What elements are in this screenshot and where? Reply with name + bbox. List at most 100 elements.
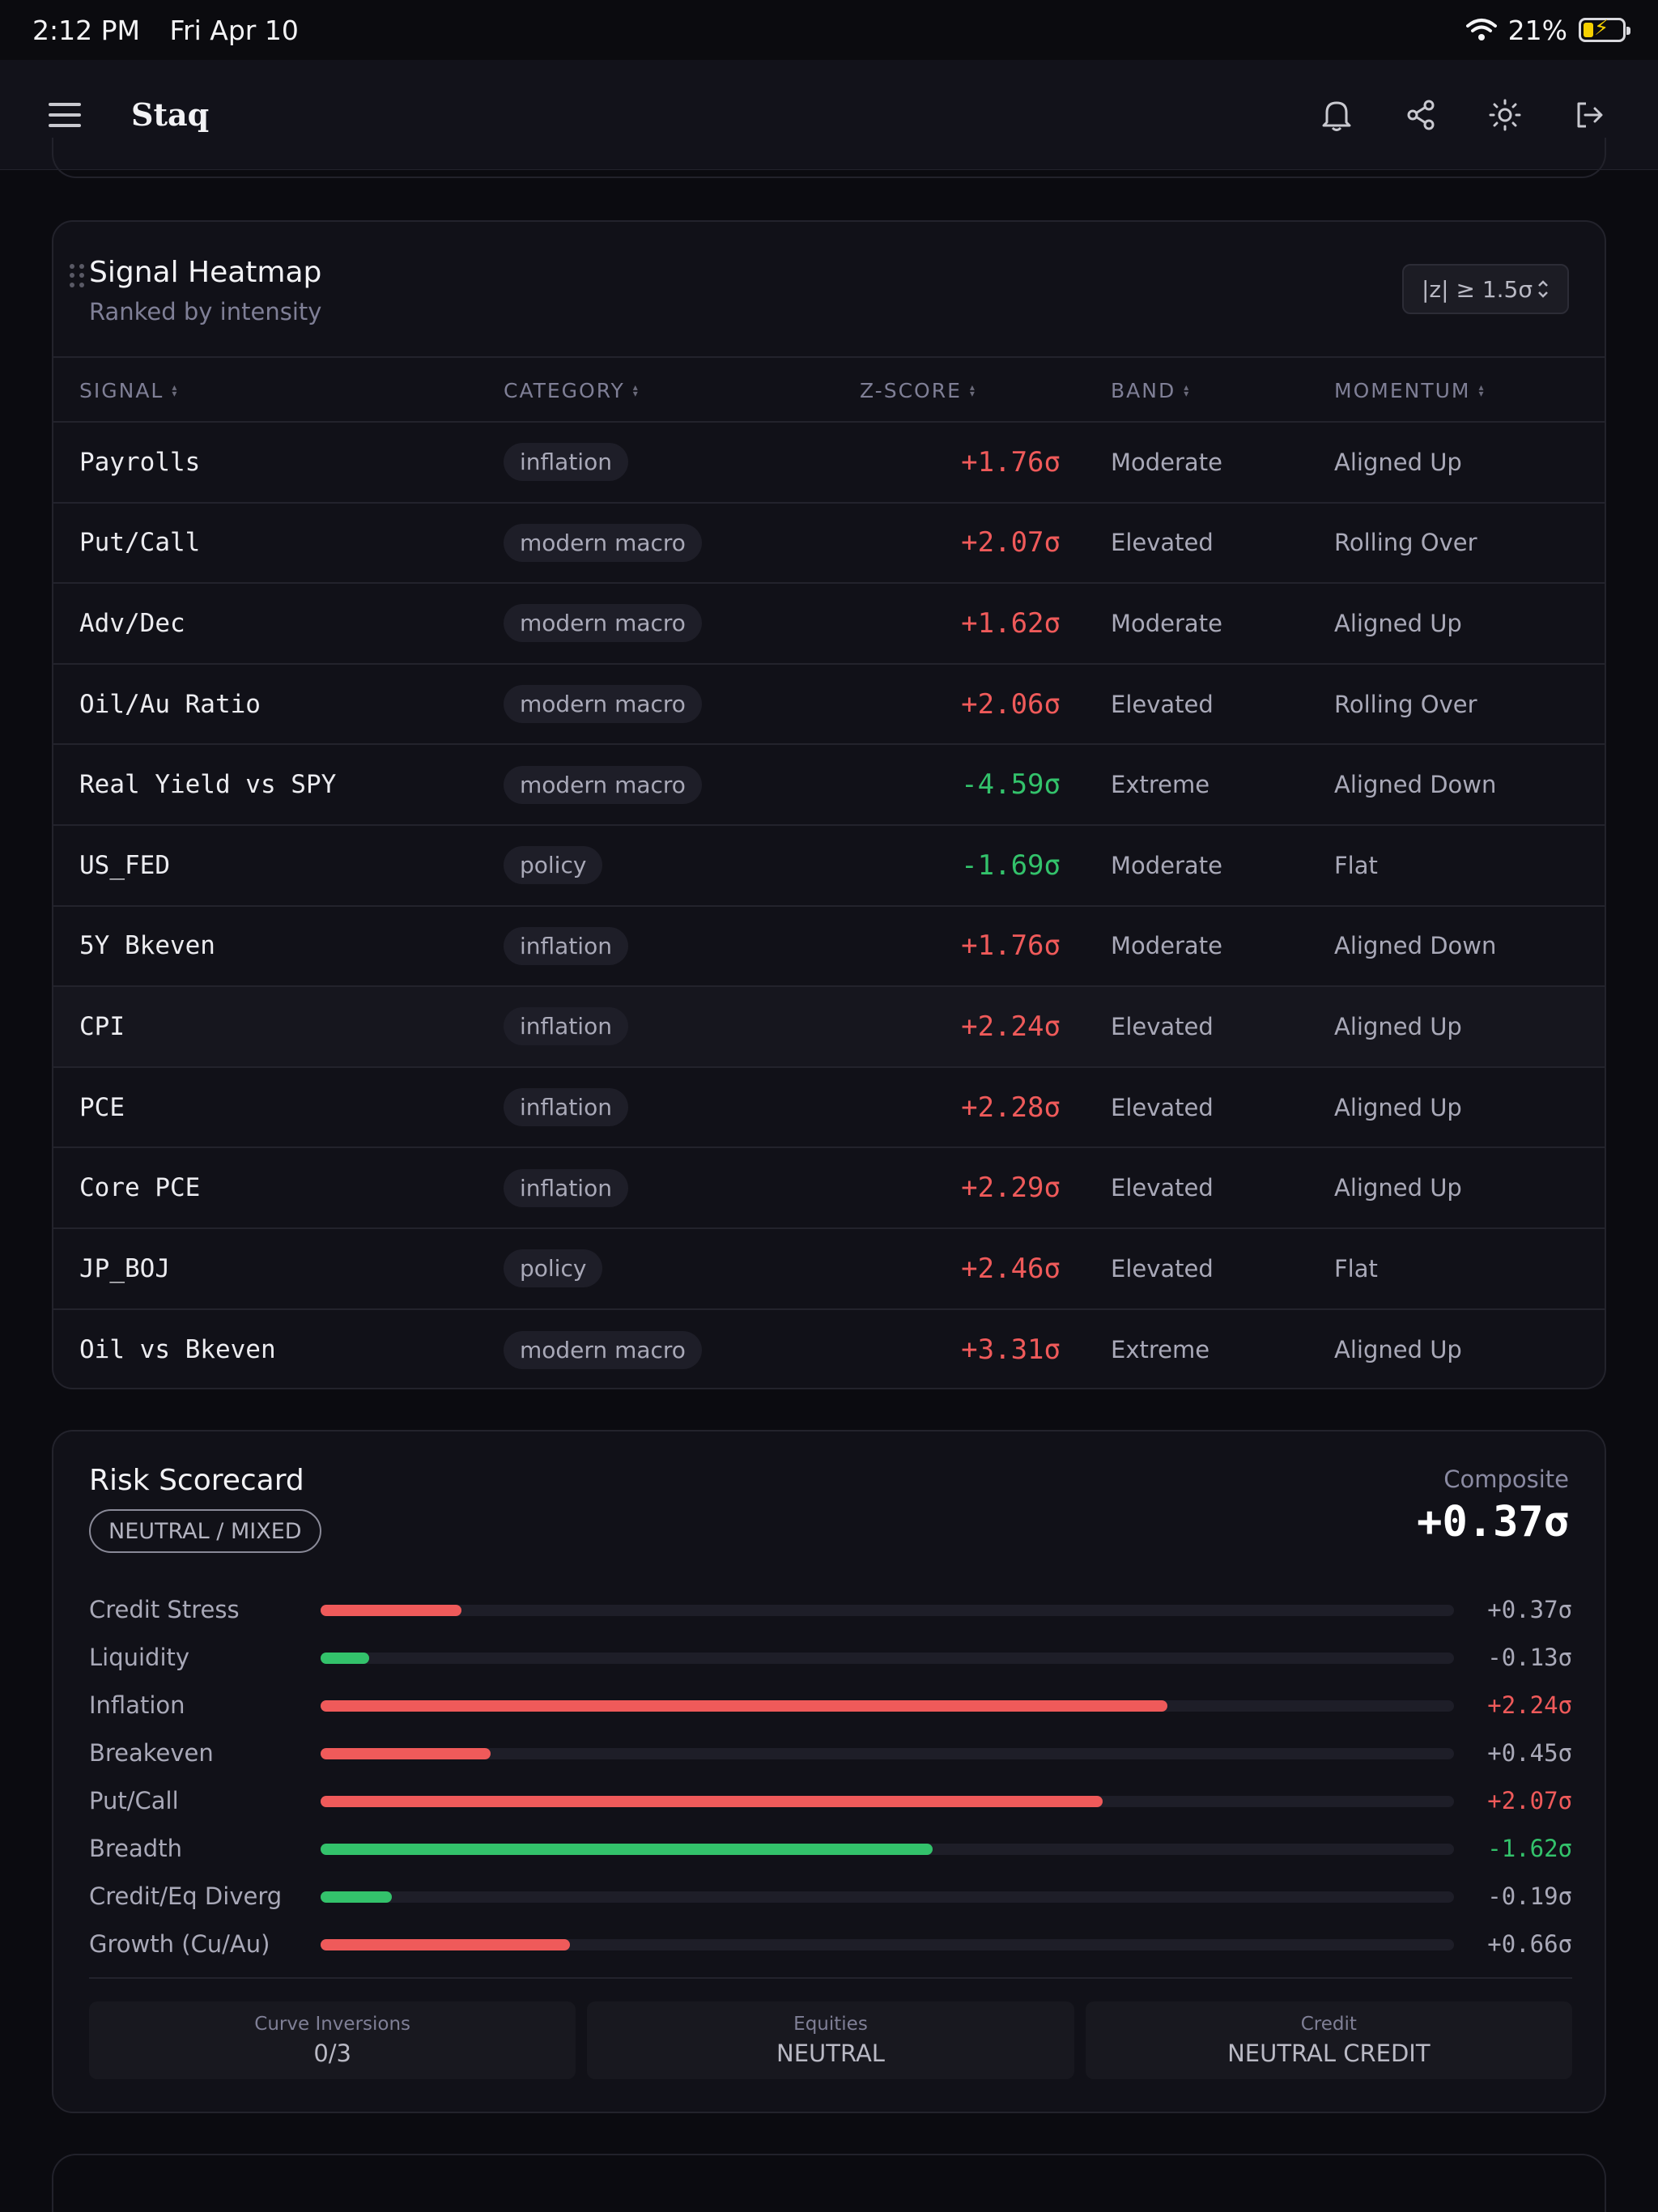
- table-row[interactable]: Oil vs Bkeven modern macro +3.31σ Extreme Al…: [53, 1310, 1605, 1388]
- score-row: Put/Call +2.07σ: [89, 1776, 1572, 1824]
- table-row[interactable]: Real Yield vs SPY modern macro -4.59σ Extre…: [53, 745, 1605, 826]
- momentum-value: Flat: [1334, 851, 1378, 879]
- band-value: Elevated: [1111, 529, 1214, 557]
- category-cell: inflation: [504, 1068, 628, 1147]
- score-value: +0.37σ: [1487, 1595, 1572, 1623]
- stat-label: Equities: [793, 2014, 868, 2035]
- score-bar-fill: [321, 1891, 393, 1903]
- band-value: Elevated: [1111, 1093, 1214, 1121]
- column-header-momentum[interactable]: MOMENTUM ▴ ▾: [1334, 358, 1486, 423]
- heatmap-title: Signal Heatmap: [89, 256, 322, 289]
- table-row[interactable]: Put/Call modern macro +2.07σ Elevated Rollin…: [53, 504, 1605, 585]
- category-cell: modern macro: [504, 745, 702, 824]
- table-row[interactable]: 5Y Bkeven inflation +1.76σ Moderate Aligned …: [53, 907, 1605, 988]
- table-row[interactable]: US_FED policy -1.69σ Moderate Flat: [53, 826, 1605, 907]
- score-row: Credit/Eq Diverg -0.19σ: [89, 1872, 1572, 1920]
- logout-icon[interactable]: [1569, 95, 1609, 135]
- column-label: SIGNAL: [79, 378, 164, 402]
- category-cell: inflation: [504, 1148, 628, 1227]
- signal-name: Put/Call: [79, 528, 201, 558]
- category-pill: modern macro: [504, 1330, 702, 1369]
- stat-label: Credit: [1300, 2014, 1357, 2035]
- band-value: Moderate: [1111, 932, 1222, 960]
- share-icon[interactable]: [1401, 95, 1441, 135]
- signal-name: Adv/Dec: [79, 608, 185, 638]
- category-pill: inflation: [504, 1168, 628, 1207]
- battery-percent: 21%: [1507, 14, 1567, 46]
- composite-value: +0.37σ: [1417, 1498, 1569, 1546]
- bell-icon[interactable]: [1316, 95, 1357, 135]
- category-cell: inflation: [504, 423, 628, 502]
- filter-value: |z| ≥ 1.5σ: [1422, 275, 1533, 303]
- momentum-value: Aligned Up: [1334, 448, 1462, 476]
- momentum-value: Rolling Over: [1334, 529, 1477, 557]
- stat-value: 0/3: [313, 2040, 351, 2067]
- score-bar-fill: [321, 1748, 491, 1759]
- drag-handle-icon[interactable]: [70, 264, 84, 288]
- band-value: Moderate: [1111, 609, 1222, 637]
- category-pill: modern macro: [504, 685, 702, 724]
- previous-card-edge: [52, 138, 1606, 178]
- score-value: -1.62σ: [1487, 1834, 1572, 1862]
- status-date: Fri Apr 10: [169, 14, 299, 46]
- score-value: -0.13σ: [1487, 1643, 1572, 1671]
- sort-icon: ▴ ▾: [172, 381, 179, 399]
- score-value: +0.45σ: [1487, 1738, 1572, 1767]
- signal-name: PCE: [79, 1092, 125, 1122]
- score-row: Growth (Cu/Au) +0.66σ: [89, 1920, 1572, 1967]
- score-value: +0.66σ: [1487, 1929, 1572, 1958]
- category-cell: policy: [504, 1229, 603, 1308]
- column-label: MOMENTUM: [1334, 378, 1471, 402]
- table-row[interactable]: Core PCE inflation +2.29σ Elevated Aligned U…: [53, 1148, 1605, 1229]
- score-value: +2.07σ: [1487, 1786, 1572, 1814]
- signal-name: 5Y Bkeven: [79, 931, 215, 961]
- band-value: Moderate: [1111, 448, 1222, 476]
- category-pill: policy: [504, 1249, 603, 1288]
- zscore-value: +1.76σ: [961, 929, 1061, 963]
- signal-name: Payrolls: [79, 447, 201, 477]
- stat-tile: Equities NEUTRAL: [587, 2001, 1074, 2079]
- table-row[interactable]: Payrolls inflation +1.76σ Moderate Aligned U…: [53, 423, 1605, 504]
- band-value: Elevated: [1111, 690, 1214, 718]
- score-value: -0.19σ: [1487, 1882, 1572, 1910]
- category-pill: modern macro: [504, 765, 702, 804]
- signal-heatmap-card: Signal Heatmap Ranked by intensity |z| ≥…: [52, 220, 1606, 1389]
- score-bar-track: [321, 1748, 1454, 1759]
- status-time: 2:12 PM: [32, 14, 140, 46]
- category-cell: inflation: [504, 987, 628, 1066]
- menu-icon[interactable]: [49, 102, 81, 127]
- score-label: Growth (Cu/Au): [89, 1929, 270, 1958]
- table-row[interactable]: Oil/Au Ratio modern macro +2.06σ Elevated Ro…: [53, 665, 1605, 746]
- composite-label: Composite: [1443, 1465, 1569, 1493]
- column-header-band[interactable]: BAND ▴ ▾: [1111, 358, 1190, 423]
- momentum-value: Aligned Up: [1334, 609, 1462, 637]
- column-header-signal[interactable]: SIGNAL ▴ ▾: [79, 358, 178, 423]
- momentum-value: Aligned Down: [1334, 771, 1497, 799]
- column-header-zscore[interactable]: Z-SCORE ▴ ▾: [860, 358, 976, 423]
- table-row[interactable]: Adv/Dec modern macro +1.62σ Moderate Aligned…: [53, 584, 1605, 665]
- score-bar-fill: [321, 1653, 370, 1664]
- table-row[interactable]: JP_BOJ policy +2.46σ Elevated Flat: [53, 1229, 1605, 1310]
- table-row[interactable]: CPI inflation +2.24σ Elevated Aligned Up: [53, 987, 1605, 1068]
- score-row: Breakeven +0.45σ: [89, 1729, 1572, 1776]
- momentum-value: Flat: [1334, 1254, 1378, 1283]
- app-header: Staq: [0, 60, 1658, 170]
- zscore-value: +2.06σ: [961, 687, 1061, 721]
- divider: [89, 1977, 1572, 1979]
- brand-logo[interactable]: Staq: [131, 96, 210, 133]
- zscore-filter-select[interactable]: |z| ≥ 1.5σ: [1402, 264, 1569, 314]
- signal-name: US_FED: [79, 850, 170, 880]
- score-bar-track: [321, 1796, 1454, 1807]
- score-bar-fill: [321, 1844, 933, 1855]
- band-value: Elevated: [1111, 1012, 1214, 1040]
- next-card-edge: [52, 2154, 1606, 2212]
- signal-name: JP_BOJ: [79, 1253, 170, 1283]
- column-header-category[interactable]: CATEGORY ▴ ▾: [504, 358, 640, 423]
- stat-value: NEUTRAL CREDIT: [1227, 2040, 1431, 2067]
- zscore-value: +2.07σ: [961, 526, 1061, 559]
- table-row[interactable]: PCE inflation +2.28σ Elevated Aligned Up: [53, 1068, 1605, 1149]
- category-pill: modern macro: [504, 523, 702, 562]
- sun-icon[interactable]: [1485, 95, 1525, 135]
- category-pill: inflation: [504, 926, 628, 965]
- momentum-value: Aligned Up: [1334, 1093, 1462, 1121]
